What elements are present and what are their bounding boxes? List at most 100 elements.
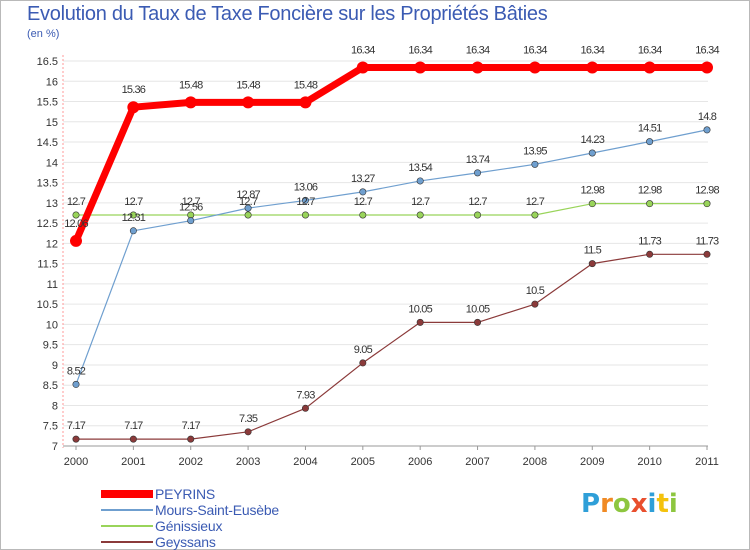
x-tick-label: 2003 [236, 456, 260, 468]
series-line-2 [75, 203, 708, 216]
x-tick-label: 2010 [637, 456, 661, 468]
legend: PEYRINS Mours-Saint-Eusèbe Génissieux Geyss… [101, 486, 279, 550]
y-tick-label: 10.5 [37, 299, 58, 311]
data-point [129, 227, 137, 235]
logo-letter: t [656, 489, 669, 519]
data-point [187, 435, 195, 443]
legend-item: Mours-Saint-Eusèbe [101, 502, 279, 518]
data-label: 7.93 [296, 389, 315, 401]
data-label: 16.34 [581, 44, 605, 56]
data-point [72, 211, 80, 219]
data-label: 10.05 [408, 303, 432, 315]
data-point [474, 169, 482, 177]
data-label: 16.34 [523, 44, 547, 56]
data-label: 11.73 [638, 235, 661, 247]
y-tick-label: 12 [46, 238, 58, 250]
data-label: 12.7 [124, 196, 143, 208]
data-point [70, 234, 82, 247]
logo-letter: o [612, 489, 631, 519]
data-label: 16.34 [466, 44, 490, 56]
data-point [588, 260, 596, 268]
data-point [531, 211, 539, 219]
data-label: 8.52 [67, 365, 86, 377]
data-point [184, 96, 197, 109]
data-point [127, 101, 140, 114]
x-tick-label: 2011 [695, 456, 719, 468]
data-label: 12.7 [468, 196, 487, 208]
data-point [646, 138, 654, 146]
data-point [588, 149, 596, 157]
x-tick-label: 2005 [351, 456, 375, 468]
data-point [643, 61, 656, 74]
data-point [416, 211, 424, 219]
legend-swatch [101, 509, 153, 511]
logo-letter: i [647, 489, 657, 519]
chart-title: Evolution du Taux de Taxe Foncière sur l… [27, 3, 548, 25]
data-label: 15.48 [294, 79, 318, 91]
data-point [359, 211, 367, 219]
data-label: 12.98 [695, 185, 719, 197]
data-label: 12.7 [526, 196, 545, 208]
data-label: 13.54 [408, 162, 432, 174]
data-point [471, 61, 484, 74]
legend-swatch [101, 541, 153, 543]
data-label: 7.17 [124, 420, 143, 432]
legend-item: Génissieux [101, 518, 279, 534]
data-point [701, 61, 713, 74]
data-label: 16.34 [638, 44, 662, 56]
logo-letter: x [630, 489, 648, 519]
y-tick-label: 8 [52, 400, 58, 412]
y-tick-label: 12.5 [37, 218, 58, 230]
x-tick-label: 2006 [408, 456, 432, 468]
x-tick-label: 2000 [64, 456, 88, 468]
data-point [244, 211, 252, 219]
y-tick-label: 7.5 [43, 421, 58, 433]
legend-label: Mours-Saint-Eusèbe [155, 502, 280, 518]
y-tick-label: 9 [52, 360, 58, 372]
legend-swatch [101, 525, 153, 527]
x-tick-label: 2004 [293, 456, 317, 468]
y-tick-label: 16 [46, 76, 58, 88]
y-tick-label: 15 [46, 117, 58, 129]
data-point [72, 435, 80, 443]
data-point [703, 126, 711, 134]
data-label: 12.56 [179, 202, 203, 214]
data-point [703, 250, 711, 258]
data-label: 15.48 [236, 79, 260, 91]
data-label: 10.5 [526, 285, 545, 297]
data-point [299, 96, 312, 109]
data-point [646, 200, 654, 208]
data-label: 10.05 [466, 303, 490, 315]
data-label: 9.05 [354, 344, 373, 356]
y-tick-label: 11 [47, 279, 58, 291]
data-label: 14.8 [698, 111, 717, 123]
data-label: 13.74 [466, 154, 490, 166]
data-label: 13.95 [523, 145, 547, 157]
data-point [129, 435, 137, 443]
y-tick-label: 8.5 [43, 380, 58, 392]
legend-label: Génissieux [155, 518, 223, 534]
data-label: 16.34 [408, 44, 432, 56]
data-point [301, 196, 309, 204]
data-point [359, 359, 367, 367]
data-point [531, 160, 539, 168]
data-point [528, 61, 541, 74]
x-tick-label: 2007 [465, 456, 489, 468]
data-point [588, 200, 596, 208]
data-label: 12.7 [182, 196, 201, 208]
data-label: 15.48 [179, 79, 203, 91]
data-point [531, 300, 539, 308]
proxiti-logo: Proxiti [581, 489, 678, 519]
data-point [414, 61, 427, 74]
data-label: 12.31 [122, 212, 146, 224]
data-point [301, 404, 309, 412]
data-point [474, 211, 482, 219]
data-label: 12.06 [64, 218, 88, 230]
series-line-3 [75, 253, 708, 440]
data-label: 12.87 [236, 189, 260, 201]
data-label: 12.7 [296, 196, 315, 208]
data-point [474, 318, 482, 326]
data-point [416, 177, 424, 185]
series-line-0 [72, 63, 711, 245]
